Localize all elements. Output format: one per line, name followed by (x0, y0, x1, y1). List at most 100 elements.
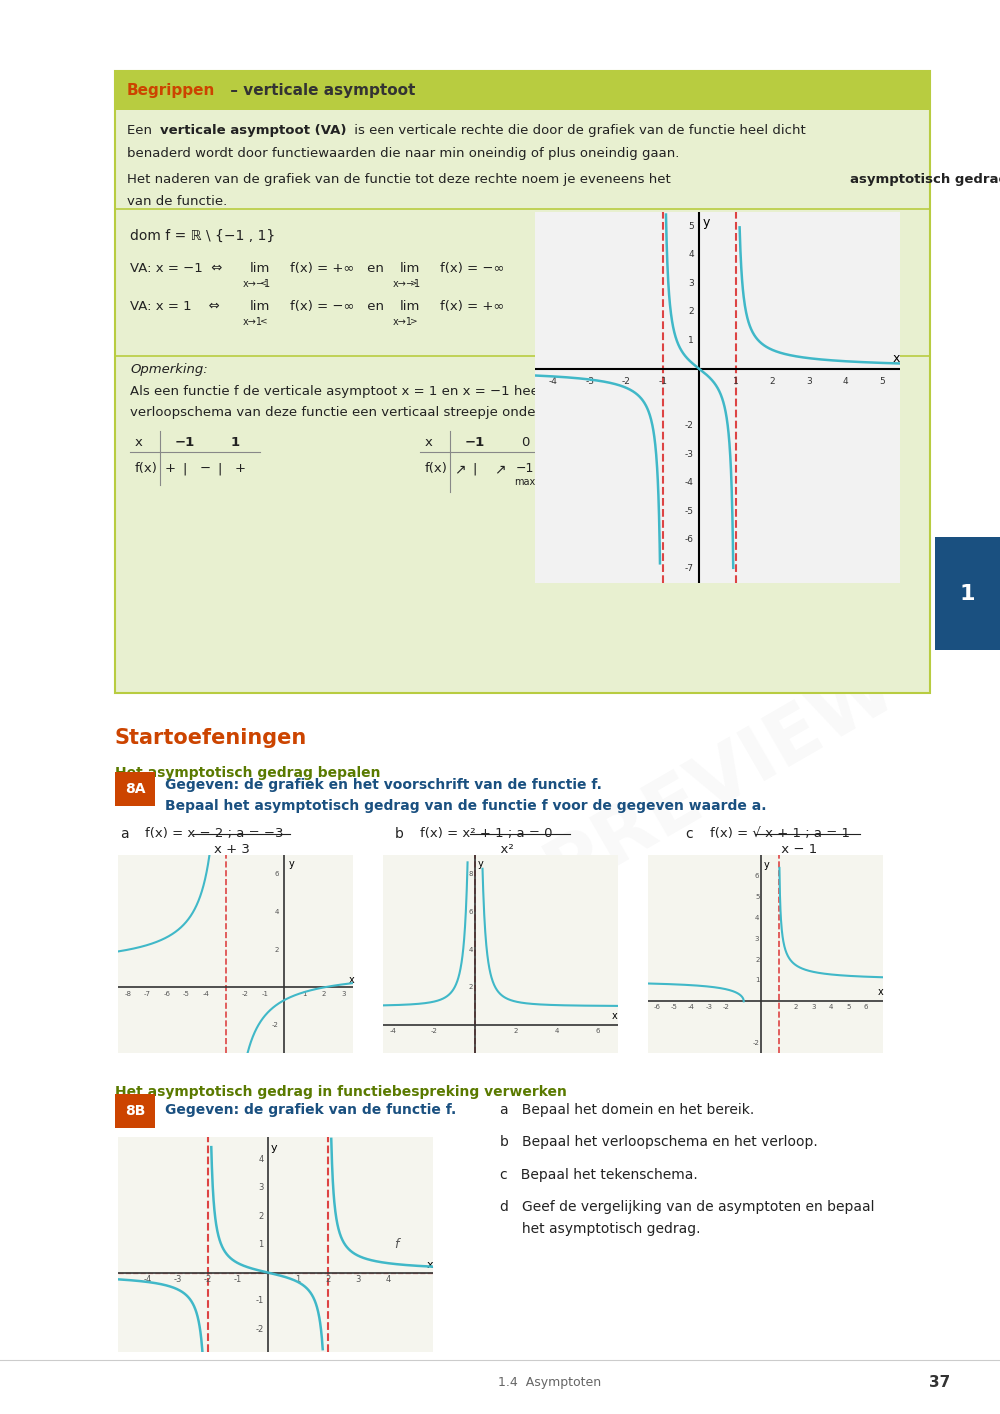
Text: -6: -6 (653, 1004, 660, 1011)
Text: het asymptotisch gedrag.: het asymptotisch gedrag. (500, 1222, 700, 1236)
Text: Begrippen: Begrippen (127, 83, 215, 98)
Text: f(x) = +∞   en: f(x) = +∞ en (290, 262, 384, 274)
Text: -1: -1 (255, 1297, 264, 1305)
Text: 2: 2 (258, 1212, 264, 1220)
Text: 4: 4 (755, 915, 759, 921)
Text: 0: 0 (521, 436, 529, 448)
Text: PREVIEW: PREVIEW (532, 648, 908, 908)
Text: 4: 4 (555, 1028, 559, 1034)
Text: 8B: 8B (125, 1104, 145, 1118)
Text: -2: -2 (753, 1041, 759, 1046)
Text: Het naderen van de grafiek van de functie tot deze rechte noem je eveneens het: Het naderen van de grafiek van de functi… (127, 173, 675, 185)
Text: 2: 2 (321, 991, 326, 997)
Text: |: | (473, 462, 477, 475)
Text: +: + (164, 462, 176, 475)
Text: -5: -5 (183, 991, 190, 997)
Text: 6: 6 (274, 871, 279, 877)
Text: ↘: ↘ (574, 462, 586, 477)
Text: -2: -2 (255, 1325, 264, 1333)
Text: lim: lim (400, 300, 420, 312)
Text: Gegeven: de grafiek van de functie f.: Gegeven: de grafiek van de functie f. (165, 1103, 456, 1117)
Text: y: y (703, 216, 710, 229)
Text: x→−1: x→−1 (393, 279, 421, 288)
Text: f(x) = −∞: f(x) = −∞ (440, 262, 505, 274)
Text: -1: -1 (234, 1275, 242, 1284)
Text: f(x) = x² + 1 ; a = 0: f(x) = x² + 1 ; a = 0 (420, 827, 552, 840)
Text: 6: 6 (595, 1028, 600, 1034)
Text: 4: 4 (842, 378, 848, 386)
Text: 3: 3 (355, 1275, 361, 1284)
Text: 1.4  Asymptoten: 1.4 Asymptoten (498, 1376, 602, 1390)
Text: verticale asymptoot (VA): verticale asymptoot (VA) (160, 124, 347, 137)
Text: VA: x = 1    ⇔: VA: x = 1 ⇔ (130, 300, 220, 312)
Text: -2: -2 (622, 378, 631, 386)
Text: 3: 3 (755, 936, 759, 942)
Text: -4: -4 (688, 1004, 695, 1011)
Text: |: | (563, 462, 567, 475)
Text: >: > (410, 317, 418, 325)
Text: f(x) = −∞   en: f(x) = −∞ en (290, 300, 384, 312)
Text: -2: -2 (242, 991, 249, 997)
Text: 3: 3 (258, 1184, 264, 1192)
Text: Opmerking:: Opmerking: (130, 363, 208, 376)
Text: VA: x = −1  ⇔: VA: x = −1 ⇔ (130, 262, 222, 274)
Text: 1: 1 (295, 1275, 301, 1284)
Text: 1: 1 (688, 337, 694, 345)
Text: 4: 4 (688, 250, 694, 259)
Text: 1: 1 (733, 378, 739, 386)
Text: f(x): f(x) (425, 462, 448, 475)
Text: van de functie.: van de functie. (127, 195, 227, 208)
Text: 5: 5 (688, 222, 694, 230)
Text: – verticale asymptoot: – verticale asymptoot (225, 83, 415, 98)
Text: x: x (135, 436, 143, 448)
Text: y: y (764, 860, 770, 870)
Text: -2: -2 (272, 1022, 279, 1028)
Text: -4: -4 (203, 991, 210, 997)
Text: −: − (199, 462, 211, 475)
Text: x→1: x→1 (243, 317, 263, 327)
Text: f(x) = x − 2 ; a = −3: f(x) = x − 2 ; a = −3 (145, 827, 284, 840)
Text: 2: 2 (514, 1028, 518, 1034)
Text: 1: 1 (960, 584, 975, 604)
Text: -8: -8 (124, 991, 131, 997)
Text: f(x) = +∞: f(x) = +∞ (440, 300, 504, 312)
Text: 1: 1 (230, 436, 240, 448)
Text: >: > (410, 279, 418, 287)
Text: 1: 1 (755, 977, 759, 984)
Text: x→−1: x→−1 (243, 279, 271, 288)
Text: -2: -2 (723, 1004, 730, 1011)
Text: is een verticale rechte die door de grafiek van de functie heel dicht: is een verticale rechte die door de graf… (350, 124, 806, 137)
Text: Startoefeningen: Startoefeningen (115, 728, 307, 748)
Text: 3: 3 (811, 1004, 816, 1011)
Text: 4: 4 (274, 909, 279, 915)
Text: Bepaal het asymptotisch gedrag van de functie f voor de gegeven waarde a.: Bepaal het asymptotisch gedrag van de fu… (165, 799, 767, 813)
Text: |: | (183, 462, 187, 475)
Text: 4: 4 (469, 947, 473, 953)
Text: 2: 2 (469, 984, 473, 990)
Text: 2: 2 (769, 378, 775, 386)
Text: 4: 4 (385, 1275, 391, 1284)
Text: 2: 2 (688, 307, 694, 317)
Bar (115, 71, 930, 693)
Text: +: + (234, 462, 246, 475)
Text: -4: -4 (390, 1028, 397, 1034)
Text: -3: -3 (585, 378, 594, 386)
Text: b   Bepaal het verloopschema en het verloop.: b Bepaal het verloopschema en het verloo… (500, 1135, 818, 1150)
Text: x: x (349, 974, 355, 984)
Text: c: c (685, 827, 693, 841)
Text: 5: 5 (879, 378, 885, 386)
Text: y: y (478, 860, 484, 870)
Text: ↗: ↗ (494, 462, 506, 477)
Text: benaderd wordt door functiewaarden die naar min oneindig of plus oneindig gaan.: benaderd wordt door functiewaarden die n… (127, 147, 679, 160)
Text: -2: -2 (685, 421, 694, 430)
Text: Als een functie f de verticale asymptoot x = 1 en x = −1 heeft, dan noteer je in: Als een functie f de verticale asymptoot… (130, 385, 783, 397)
Text: lim: lim (400, 262, 420, 274)
Text: x: x (878, 987, 884, 997)
Text: <: < (260, 279, 268, 287)
Text: -4: -4 (144, 1275, 152, 1284)
Text: verloopschema van deze functie een verticaal streepje onder de invoerwaarden −1 : verloopschema van deze functie een verti… (130, 406, 728, 419)
Text: -2: -2 (204, 1275, 212, 1284)
Text: 3: 3 (341, 991, 345, 997)
Text: x + 3: x + 3 (197, 843, 250, 855)
Text: dom f = ℝ \ {−1 , 1}: dom f = ℝ \ {−1 , 1} (130, 229, 275, 243)
